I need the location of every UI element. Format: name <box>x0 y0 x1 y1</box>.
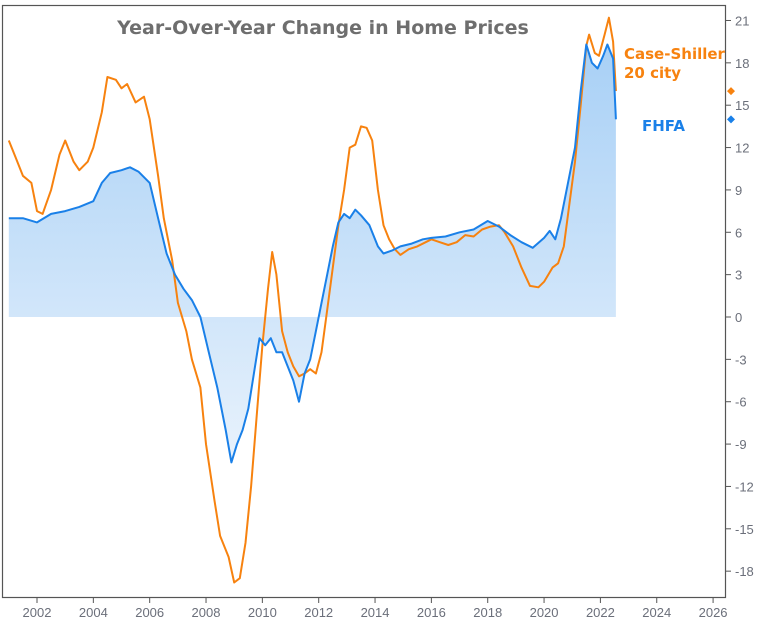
x-tick-label: 2008 <box>192 605 221 619</box>
x-tick-label: 2018 <box>473 605 502 619</box>
y-tick-label: -15 <box>735 522 754 537</box>
x-tick-label: 2022 <box>586 605 615 619</box>
case-shiller-last-value-marker <box>727 87 735 96</box>
y-tick-label: 18 <box>735 56 749 71</box>
y-tick-label: -6 <box>735 395 747 410</box>
y-tick-label: -3 <box>735 352 747 367</box>
y-tick-label: 21 <box>735 13 749 28</box>
y-tick-label: 6 <box>735 225 742 240</box>
x-tick-label: 2026 <box>699 605 728 619</box>
plot-frame <box>1 4 727 599</box>
legend-label-fhfa: FHFA <box>642 117 685 135</box>
y-tick-label: 3 <box>735 268 742 283</box>
case-shiller-line <box>7 16 617 584</box>
y-tick-label: -18 <box>735 564 754 579</box>
fhfa-area-fill <box>8 44 616 463</box>
legend-label-case-shiller-line2: 20 city <box>624 64 681 82</box>
x-tick-label: 2014 <box>361 605 390 619</box>
fhfa-line <box>8 43 617 464</box>
x-tick-label: 2024 <box>642 605 671 619</box>
y-tick-label: 9 <box>735 183 742 198</box>
y-tick-label: 15 <box>735 98 749 113</box>
x-tick-label: 2016 <box>417 605 446 619</box>
y-tick-label: -9 <box>735 437 747 452</box>
x-tick-label: 2020 <box>530 605 559 619</box>
y-tick-label: 0 <box>735 310 742 325</box>
x-tick-label: 2012 <box>304 605 333 619</box>
legend-label-case-shiller: Case-Shiller <box>624 45 726 63</box>
x-tick-label: 2006 <box>135 605 164 619</box>
chart-title: Year-Over-Year Change in Home Prices <box>116 17 529 39</box>
y-tick-label: -12 <box>735 479 754 494</box>
x-tick-label: 2010 <box>248 605 277 619</box>
x-tick-label: 2002 <box>23 605 52 619</box>
x-tick-label: 2004 <box>79 605 108 619</box>
y-tick-label: 12 <box>735 141 749 156</box>
fhfa-last-value-marker <box>727 115 735 124</box>
